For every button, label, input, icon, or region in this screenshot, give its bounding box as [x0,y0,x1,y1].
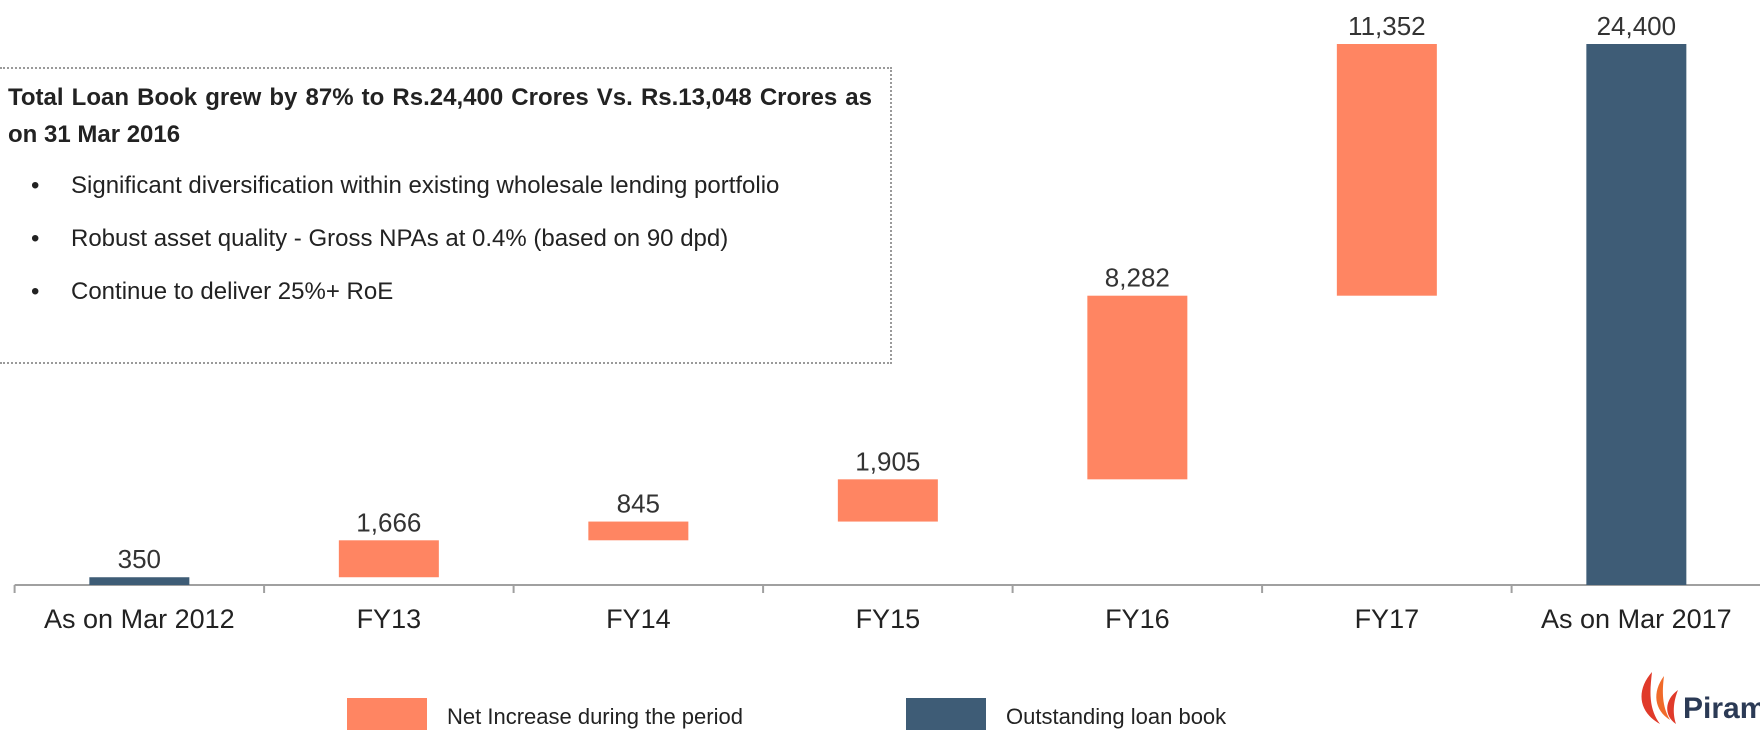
logo: Piram [1641,672,1760,725]
bar [837,479,938,522]
bullet-list: Significant diversification within exist… [8,167,872,310]
logo-flame [1656,676,1670,720]
x-tick-label: FY14 [606,604,671,634]
data-label: 350 [118,544,161,574]
legend-swatch [347,698,427,730]
x-tick-label: FY13 [357,604,422,634]
legend-label: Outstanding loan book [1006,704,1227,729]
logo-text: Piram [1683,692,1760,725]
bar [1586,44,1687,585]
bar [588,521,689,541]
data-label: 1,666 [356,507,421,537]
data-label: 1,905 [855,446,920,476]
bar [338,540,439,578]
bullet: Robust asset quality - Gross NPAs at 0.4… [8,220,872,257]
x-tick-label: As on Mar 2012 [44,604,235,634]
bar [1087,295,1188,480]
logo-flame [1667,690,1678,724]
legend-label: Net Increase during the period [447,704,743,729]
legend-swatch [906,698,986,730]
x-tick-label: FY17 [1355,604,1420,634]
bar [1336,44,1437,296]
data-label: 845 [617,489,660,519]
data-label: 8,282 [1105,263,1170,293]
bar [89,577,190,585]
bullet: Continue to deliver 25%+ RoE [8,273,872,310]
bullet: Significant diversification within exist… [8,167,872,204]
data-label: 24,400 [1597,11,1677,41]
x-tick-label: FY16 [1105,604,1170,634]
x-tick-label: FY15 [856,604,921,634]
text-box: Total Loan Book grew by 87% to Rs.24,400… [0,67,892,364]
logo-flame [1641,672,1660,724]
data-label: 11,352 [1348,11,1426,41]
note-heading: Total Loan Book grew by 87% to Rs.24,400… [8,84,872,148]
x-tick-label: As on Mar 2017 [1541,604,1732,634]
